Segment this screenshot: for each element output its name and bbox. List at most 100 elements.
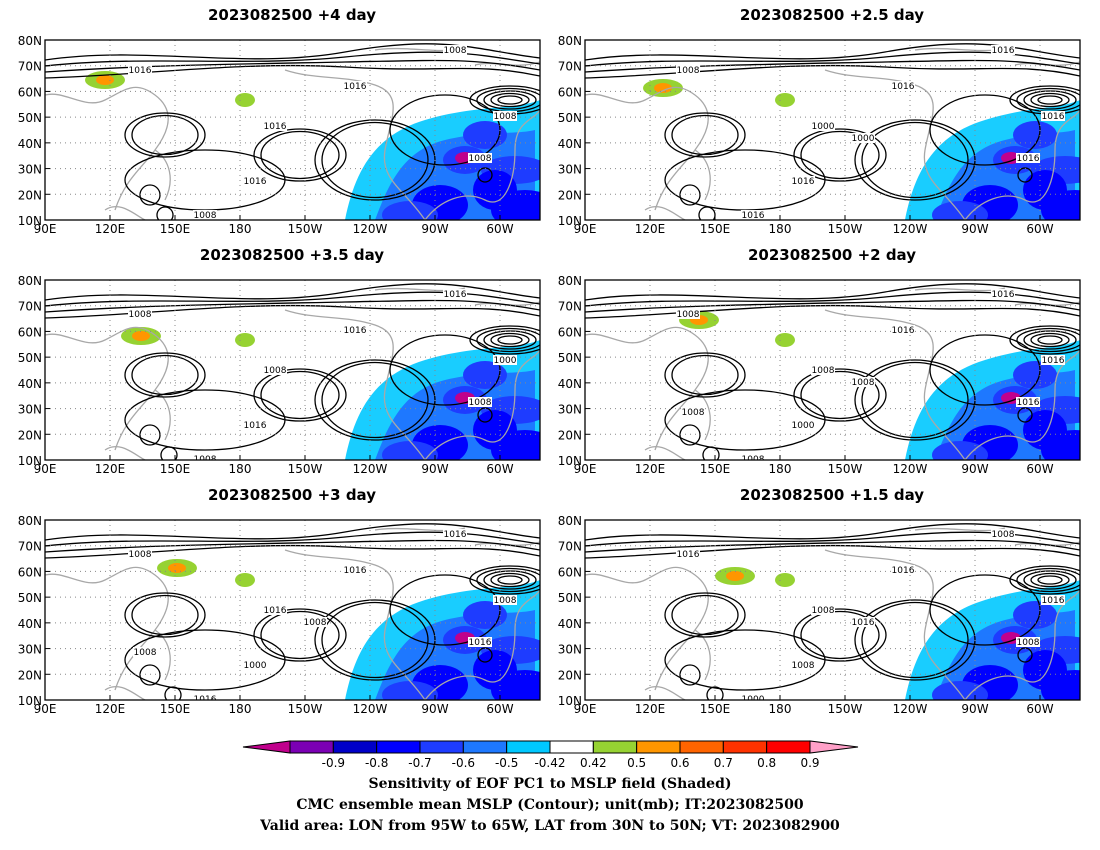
isobar-low xyxy=(469,325,540,355)
lat-label: 50N xyxy=(558,111,582,125)
lon-label: 120E xyxy=(95,462,126,476)
shading-strong-negative xyxy=(1013,601,1057,629)
lat-label: 10N xyxy=(18,214,42,228)
colorbar-label: -0.42 xyxy=(534,756,565,770)
lat-label: 50N xyxy=(18,351,42,365)
lat-label: 80N xyxy=(18,34,42,48)
lat-lon-grid xyxy=(45,40,540,220)
lat-label: 70N xyxy=(18,60,42,74)
lat-label: 10N xyxy=(18,454,42,468)
lat-label: 40N xyxy=(18,617,42,631)
contour-label: 1008 xyxy=(444,46,467,56)
isobar-low xyxy=(793,368,887,422)
colorbar-segment xyxy=(419,740,464,754)
colorbar-segment xyxy=(766,740,811,754)
isobar-small xyxy=(477,407,493,423)
lon-label: 180 xyxy=(229,222,252,236)
lat-lon-grid xyxy=(585,520,1080,700)
isobar xyxy=(585,283,1080,301)
contour-label: 1016 xyxy=(1042,112,1065,122)
colorbar-label: -0.8 xyxy=(365,756,388,770)
positive-shading xyxy=(157,559,255,587)
isobar xyxy=(585,64,1080,79)
isobar-high xyxy=(124,629,286,691)
contour-label: 1000 xyxy=(244,661,267,671)
colorbar-segment xyxy=(506,740,551,754)
isobar-low xyxy=(793,608,887,662)
sensitivity-shading xyxy=(345,580,540,700)
lat-label: 70N xyxy=(558,300,582,314)
lat-label: 10N xyxy=(558,694,582,708)
contour-label-bg xyxy=(343,565,367,575)
lat-label: 80N xyxy=(18,514,42,528)
isobar-high xyxy=(664,389,826,451)
isobar-low xyxy=(1037,575,1063,585)
coastline-asia-south xyxy=(104,629,171,700)
lon-label: 120E xyxy=(635,702,666,716)
contour-label-bg xyxy=(193,210,217,220)
lon-label: 120W xyxy=(893,702,928,716)
shading-weak-positive xyxy=(775,573,795,587)
lon-label: 90E xyxy=(34,702,57,716)
contour-label: 1008 xyxy=(304,618,327,628)
contour-label: 1016 xyxy=(892,566,915,576)
lat-label: 50N xyxy=(18,111,42,125)
contour-label: 1008 xyxy=(494,112,517,122)
colorbar-high-triangle xyxy=(809,740,859,754)
panel-title-4: 2023082500 +2 day xyxy=(748,246,916,264)
contour-label-bg xyxy=(468,637,492,647)
lon-label: 90W xyxy=(421,462,448,476)
lon-label: 120E xyxy=(95,222,126,236)
contour-label: 1008 xyxy=(812,366,835,376)
isobar xyxy=(45,531,540,547)
isobar-low xyxy=(476,327,540,353)
isobar-low xyxy=(253,368,347,422)
contour-label-bg xyxy=(243,176,267,186)
colorbar-segment xyxy=(549,740,594,754)
isobar-low xyxy=(1030,92,1070,108)
lon-label: 60W xyxy=(1026,222,1053,236)
lat-label: 20N xyxy=(558,428,582,442)
shading-strong-negative xyxy=(932,681,988,700)
colorbar-label: -0.7 xyxy=(408,756,431,770)
lon-label: 60W xyxy=(486,462,513,476)
contour-label-bg xyxy=(676,309,700,319)
isobar-low xyxy=(497,95,523,105)
contour-label: 1008 xyxy=(812,606,835,616)
isobar-low xyxy=(664,112,746,158)
contour-label: 1016 xyxy=(129,66,152,76)
contour-label-bg xyxy=(193,694,217,700)
contour-label: 1008 xyxy=(469,154,492,164)
lon-label: 90W xyxy=(421,702,448,716)
contour-label: 1008 xyxy=(494,596,517,606)
contour-label-bg xyxy=(443,289,467,299)
contour-label-bg xyxy=(1041,595,1065,605)
contour-label: 1008 xyxy=(677,310,700,320)
isobar-low xyxy=(664,592,746,638)
isobar-small xyxy=(702,446,720,460)
contour-label-bg xyxy=(891,325,915,335)
contour-label-bg xyxy=(263,121,287,131)
lat-label: 70N xyxy=(558,60,582,74)
map-panel-4: 1008 1016 1016 1008 1016 1000 1008 1016 1008 1008… xyxy=(558,274,1081,476)
lat-label: 20N xyxy=(18,668,42,682)
lon-label: 90W xyxy=(961,702,988,716)
contour-label: 1000 xyxy=(742,695,765,705)
mslp-contours xyxy=(585,283,1080,460)
lon-label: 60W xyxy=(1026,702,1053,716)
isobar-low xyxy=(124,352,206,398)
lat-label: 30N xyxy=(18,403,42,417)
map-frame xyxy=(584,279,1081,461)
shading-strong-negative xyxy=(491,190,540,220)
contour-label: 1016 xyxy=(244,177,267,187)
colorbar-segment xyxy=(376,740,421,754)
lon-label: 60W xyxy=(486,702,513,716)
lat-label: 10N xyxy=(18,694,42,708)
colorbar-segment xyxy=(332,740,378,754)
shading-strong-negative xyxy=(932,201,988,220)
colorbar-label: -0.5 xyxy=(495,756,518,770)
colorbar-label: -0.9 xyxy=(322,756,345,770)
lon-label: 120W xyxy=(893,222,928,236)
isobar-low xyxy=(497,575,523,585)
lon-label: 150E xyxy=(160,222,191,236)
